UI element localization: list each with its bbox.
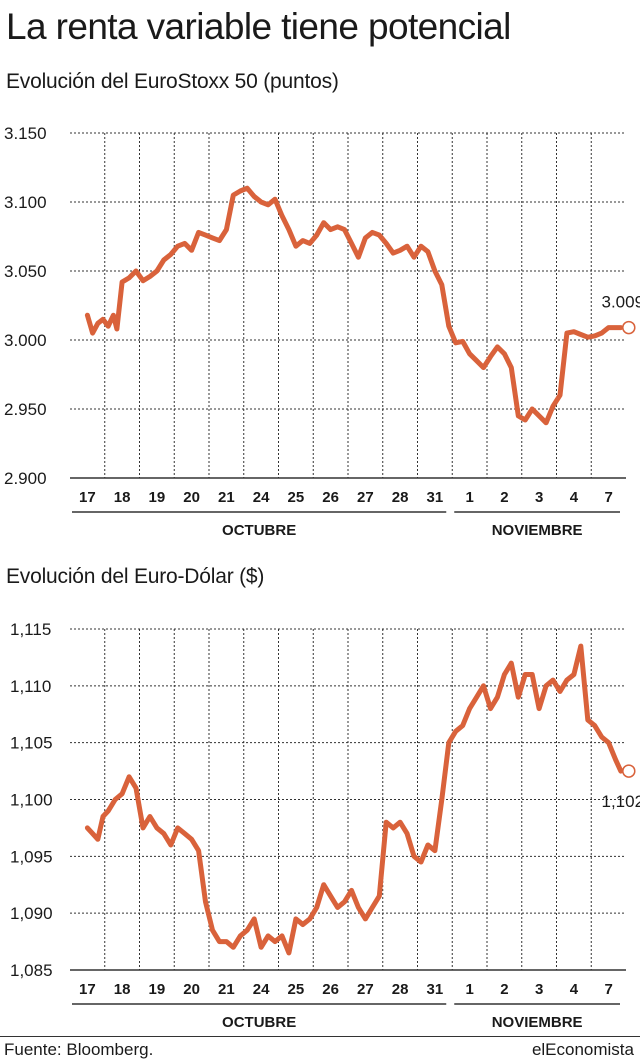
y-tick-label: 1,100 xyxy=(10,791,53,810)
series-line xyxy=(84,185,624,426)
x-tick-label: 31 xyxy=(427,489,444,506)
x-tick-label: 18 xyxy=(114,981,131,998)
x-tick-label: 2 xyxy=(500,981,508,998)
x-tick-label: 25 xyxy=(288,981,305,998)
x-tick-label: 27 xyxy=(357,981,374,998)
x-tick-label: 26 xyxy=(322,489,339,506)
x-tick-label: 4 xyxy=(570,489,579,506)
x-tick-label: 3 xyxy=(535,489,543,506)
brand-logo: elEconomista xyxy=(531,1040,634,1059)
x-tick-label: 31 xyxy=(427,981,444,998)
x-tick-label: 3 xyxy=(535,981,543,998)
x-tick-label: 24 xyxy=(253,981,270,998)
x-tick-label: 4 xyxy=(570,981,579,998)
y-tick-label: 3.150 xyxy=(4,124,47,143)
x-tick-label: 17 xyxy=(79,981,96,998)
x-tick-label: 17 xyxy=(79,489,96,506)
month-label: OCTUBRE xyxy=(222,1014,296,1031)
last-value-label: 3.009 xyxy=(602,293,640,312)
x-tick-label: 21 xyxy=(218,981,235,998)
y-tick-label: 1,105 xyxy=(10,734,53,753)
y-tick-label: 2.900 xyxy=(4,469,47,488)
x-tick-label: 1 xyxy=(465,489,473,506)
month-label: NOVIEMBRE xyxy=(492,1014,583,1031)
x-tick-label: 28 xyxy=(392,489,409,506)
y-tick-label: 3.050 xyxy=(4,262,47,281)
month-label: OCTUBRE xyxy=(222,522,296,539)
source-note: Fuente: Bloomberg. xyxy=(4,1040,154,1059)
x-tick-label: 1 xyxy=(465,981,473,998)
x-tick-label: 21 xyxy=(218,489,235,506)
y-tick-label: 2.950 xyxy=(4,400,47,419)
y-tick-label: 3.100 xyxy=(4,193,47,212)
footer-divider xyxy=(0,1036,640,1037)
x-tick-label: 24 xyxy=(253,489,270,506)
chart-title-eurodolar: Evolución del Euro-Dólar ($) xyxy=(6,565,265,588)
x-tick-label: 7 xyxy=(604,981,612,998)
y-tick-label: 1,115 xyxy=(10,620,51,639)
y-tick-label: 1,095 xyxy=(10,847,53,866)
series-line xyxy=(84,643,624,956)
y-tick-label: 3.000 xyxy=(4,331,47,350)
y-tick-label: 1,085 xyxy=(10,961,53,980)
last-value-label: 1,102 xyxy=(602,792,640,811)
x-tick-label: 20 xyxy=(183,489,200,506)
month-label: NOVIEMBRE xyxy=(492,522,583,539)
y-tick-label: 1,110 xyxy=(10,677,51,696)
page-title: La renta variable tiene potencial xyxy=(6,6,511,47)
x-tick-label: 2 xyxy=(500,489,508,506)
x-tick-label: 26 xyxy=(322,981,339,998)
x-tick-label: 20 xyxy=(183,981,200,998)
chart-title-eurostoxx: Evolución del EuroStoxx 50 (puntos) xyxy=(6,70,339,93)
x-tick-label: 25 xyxy=(288,489,305,506)
x-tick-label: 19 xyxy=(149,981,166,998)
last-value-marker xyxy=(622,764,636,778)
x-tick-label: 7 xyxy=(604,489,612,506)
x-tick-label: 18 xyxy=(114,489,131,506)
last-value-marker xyxy=(622,320,636,335)
x-tick-label: 27 xyxy=(357,489,374,506)
x-tick-label: 19 xyxy=(149,489,166,506)
y-tick-label: 1,090 xyxy=(10,904,53,923)
x-tick-label: 28 xyxy=(392,981,409,998)
